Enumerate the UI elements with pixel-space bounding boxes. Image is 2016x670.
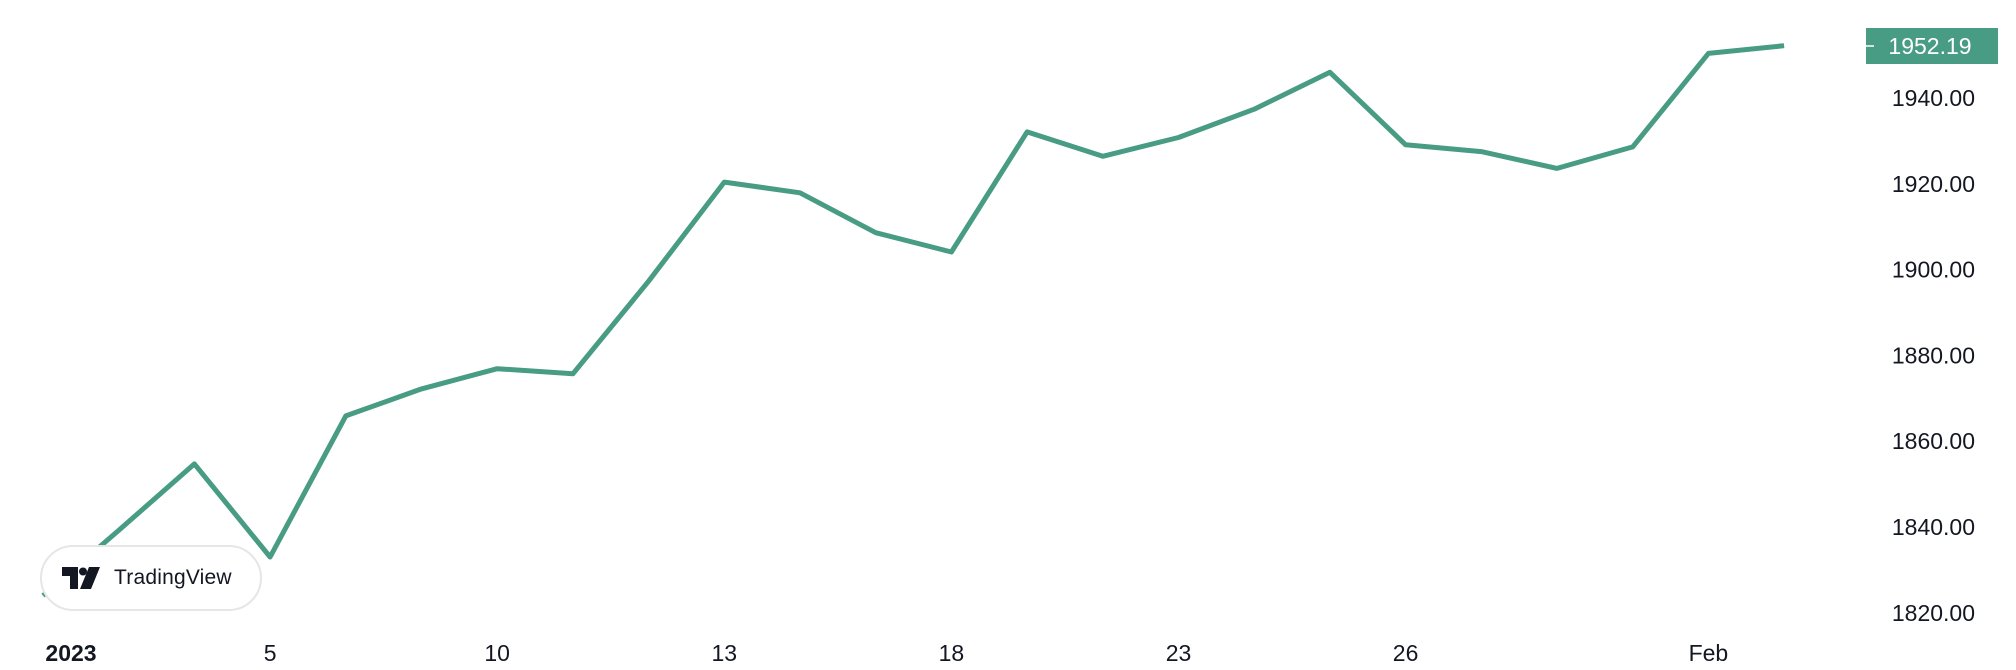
x-tick-label: 10 — [484, 640, 510, 666]
tradingview-watermark[interactable]: TradingView — [40, 545, 262, 611]
last-price-badge: 1952.19 — [1866, 28, 1998, 64]
last-price-badge-bg — [1866, 28, 1998, 64]
data-points — [42, 45, 1785, 596]
y-tick-label: 1920.00 — [1892, 171, 1975, 197]
y-tick-label: 1820.00 — [1892, 600, 1975, 626]
tradingview-logo-text: TradingView — [114, 566, 232, 589]
x-tick-label: Feb — [1689, 640, 1729, 666]
x-tick-label: 23 — [1166, 640, 1192, 666]
y-tick-label: 1900.00 — [1892, 257, 1975, 283]
price-line — [41, 43, 1785, 598]
x-tick-label: 26 — [1393, 640, 1419, 666]
x-tick-label: 2023 — [45, 640, 96, 666]
x-tick-label: 13 — [712, 640, 738, 666]
y-tick-label: 1940.00 — [1892, 85, 1975, 111]
y-tick-label: 1840.00 — [1892, 514, 1975, 540]
x-tick-label: 5 — [264, 640, 277, 666]
y-tick-label: 1880.00 — [1892, 342, 1975, 368]
price-axis[interactable]: 1940.00 1920.00 1900.00 1880.00 1860.00 1840.… — [1892, 85, 1975, 626]
tradingview-logo-icon — [62, 567, 100, 589]
time-axis[interactable]: 2023 5 10 13 18 23 26 Feb — [45, 640, 1728, 666]
x-tick-label: 18 — [939, 640, 965, 666]
y-tick-label: 1860.00 — [1892, 428, 1975, 454]
last-price-label: 1952.19 — [1888, 33, 1971, 59]
